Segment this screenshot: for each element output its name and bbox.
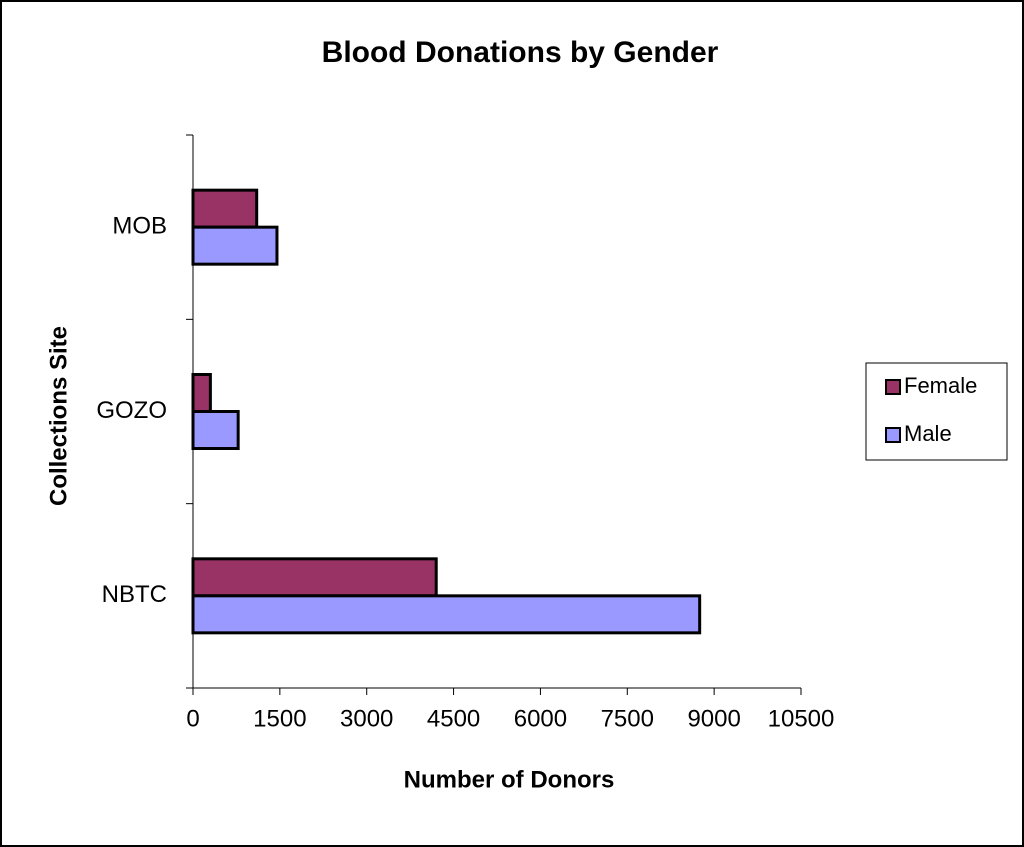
y-tick-label: GOZO: [96, 397, 167, 424]
legend-swatch: [885, 379, 901, 395]
bar: [191, 225, 279, 266]
bar: [191, 557, 438, 598]
bar: [191, 188, 259, 229]
y-axis-title: Collections Site: [45, 326, 72, 506]
chart-title: Blood Donations by Gender: [322, 36, 719, 69]
x-axis-title: Number of Donors: [404, 766, 615, 793]
x-tick-label: 6000: [514, 705, 567, 732]
legend-swatch: [885, 427, 901, 443]
y-tick-label: NBTC: [102, 581, 167, 608]
bar: [191, 594, 702, 635]
legend-box: [865, 362, 1008, 461]
y-tick-label: MOB: [112, 213, 167, 240]
x-tick-label: 3000: [340, 705, 393, 732]
x-tick-label: 9000: [687, 705, 740, 732]
x-tick-label: 1500: [253, 705, 306, 732]
legend-label: Male: [904, 421, 952, 446]
bar: [191, 373, 212, 413]
legend-label: Female: [904, 373, 977, 398]
x-tick-label: 4500: [427, 705, 480, 732]
x-tick-label: 7500: [601, 705, 654, 732]
bar: [191, 410, 240, 450]
x-tick-label: 0: [186, 705, 199, 732]
x-tick-label: 10500: [768, 705, 835, 732]
